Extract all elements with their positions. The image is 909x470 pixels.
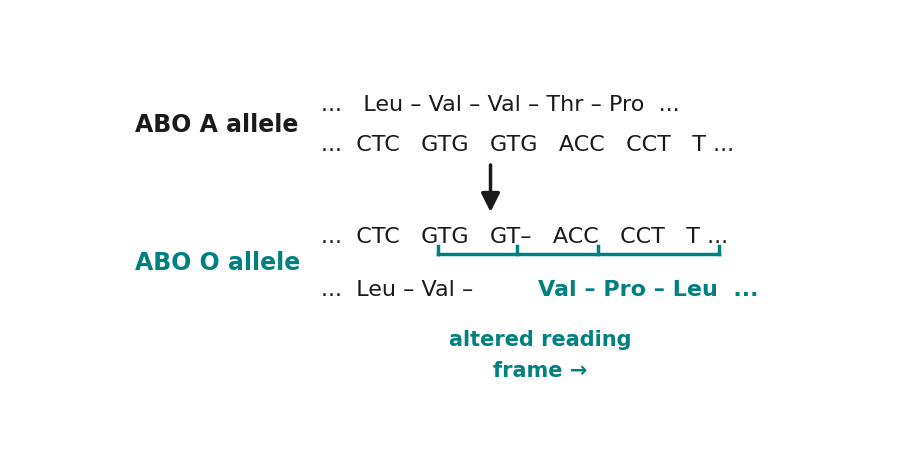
Text: ...  Leu – Val –: ... Leu – Val – [322,280,481,300]
Text: Val – Pro – Leu  ...: Val – Pro – Leu ... [538,280,758,300]
Text: ...   Leu – Val – Val – Thr – Pro  ...: ... Leu – Val – Val – Thr – Pro ... [322,95,680,115]
Text: ...  CTC   GTG   GT–   ACC   CCT   T ...: ... CTC GTG GT– ACC CCT T ... [322,227,729,247]
Text: ABO A allele: ABO A allele [135,113,298,137]
Text: ...  CTC   GTG   GTG   ACC   CCT   T ...: ... CTC GTG GTG ACC CCT T ... [322,135,734,155]
Text: ABO O allele: ABO O allele [135,251,300,274]
Text: frame →: frame → [493,361,587,381]
Text: altered reading: altered reading [448,330,631,351]
